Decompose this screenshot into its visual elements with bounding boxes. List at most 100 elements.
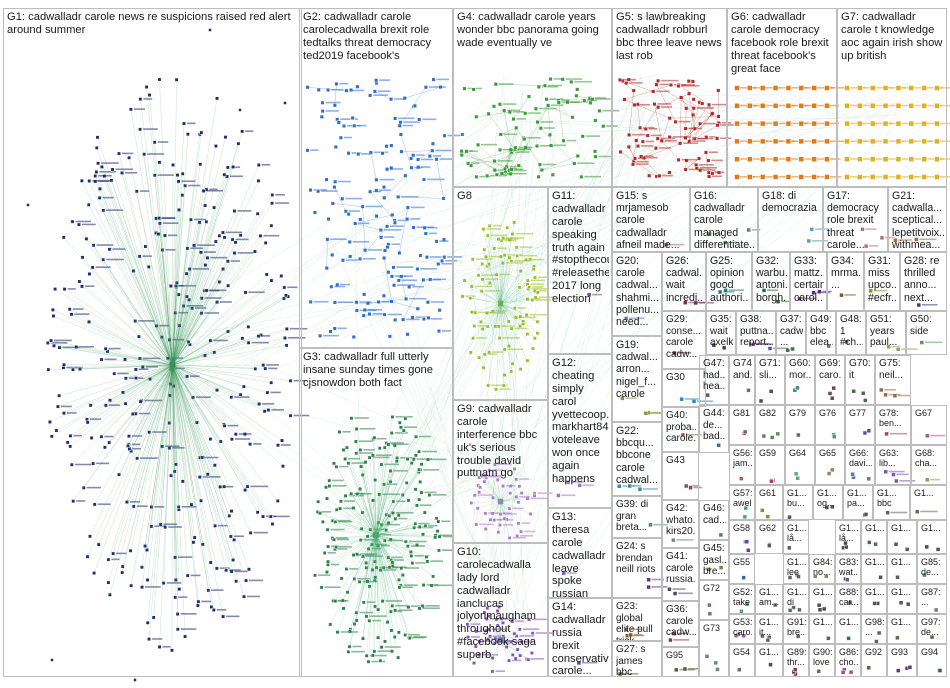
group-g10[interactable]: G10: carolecadwalla lady lord cadwalladr… [453, 543, 548, 677]
group-g92[interactable]: G92 [861, 644, 887, 677]
group-g66[interactable]: G66: davi... [845, 445, 875, 485]
group-g111[interactable]: G1... [861, 520, 887, 554]
group-g107[interactable]: G1... it... [755, 614, 783, 644]
group-g11[interactable]: G11: cadwalladr carole speaking truth ag… [548, 187, 612, 354]
group-g87[interactable]: G87: ... [917, 584, 947, 614]
group-g117[interactable]: G1... [861, 584, 887, 614]
group-g16[interactable]: G16: cadwalladr carole managed different… [690, 187, 758, 252]
group-g98[interactable]: G98: ... [861, 614, 887, 644]
group-g109[interactable]: G1... lå... [835, 520, 861, 554]
group-g108[interactable]: G1... lå... [783, 520, 809, 554]
group-g116[interactable]: G1... [809, 584, 835, 614]
group-g15[interactable]: G15: s mrjamesob carole cadwalladr afnei… [612, 187, 690, 252]
group-g6[interactable]: G6: cadwalladr carole democracy facebook… [727, 8, 837, 187]
group-g26[interactable]: G26: cadwal... wait incredi... [662, 252, 706, 311]
group-g65[interactable]: G65 [815, 445, 845, 485]
group-g53[interactable]: G53: caro... [729, 614, 755, 644]
group-g75[interactable]: G75: neil... [875, 355, 911, 405]
group-g69[interactable]: G69: caro... [815, 355, 845, 405]
group-g22[interactable]: G22: bbcqu... bbcone carole cadwal... [612, 422, 662, 496]
group-g18[interactable]: G18: di democrazia [758, 187, 823, 252]
group-g59[interactable]: G59 [755, 445, 785, 485]
group-g77[interactable]: G77 [845, 405, 875, 445]
group-g31[interactable]: G31: miss upco... #ecfr... [864, 252, 900, 311]
group-g72[interactable]: G72 [699, 580, 729, 620]
group-g81[interactable]: G81 [729, 405, 755, 445]
group-g50[interactable]: G50: side [906, 311, 947, 355]
group-g67[interactable]: G67 [911, 405, 947, 445]
group-g17[interactable]: G17: democracy role brexit threat carole… [823, 187, 888, 252]
group-g73[interactable]: G73 [699, 620, 729, 677]
group-g76[interactable]: G76 [815, 405, 845, 445]
group-g84[interactable]: G84: no... [809, 554, 835, 584]
group-g24[interactable]: G24: s brendan neill riots [612, 538, 662, 598]
group-g42[interactable]: G42: whato... kirs20... [662, 500, 699, 548]
group-g3[interactable]: G3: cadwalladr full utterly insane sunda… [299, 348, 453, 677]
group-g105[interactable]: G1... am... [755, 584, 783, 614]
group-g34[interactable]: G34: mrma... ... [827, 252, 864, 311]
group-g103[interactable]: G1... bbc [873, 485, 910, 520]
group-g100[interactable]: G1... bu... [783, 485, 813, 520]
group-g21[interactable]: G21: cadwalla... sceptical... lepetitvoi… [888, 187, 947, 252]
group-g44[interactable]: G44: de... bad... [699, 405, 729, 453]
group-g51[interactable]: G51: years paul... [866, 311, 906, 355]
group-g63[interactable]: G63: lib... [875, 445, 911, 485]
group-g52[interactable]: G52: take [729, 584, 755, 614]
group-g88[interactable]: G88: car... [835, 584, 861, 614]
group-g97[interactable]: G97: de... [917, 614, 947, 644]
group-g54[interactable]: G54 [729, 644, 755, 677]
group-g8[interactable]: G8 [453, 187, 548, 400]
group-g112[interactable]: G1... [887, 520, 917, 554]
group-g43[interactable]: G43 [662, 452, 699, 500]
group-g47[interactable]: G47: had... hea... [699, 355, 729, 405]
group-g104[interactable]: G1... lee [783, 554, 809, 584]
group-g78[interactable]: G78: ben... [875, 405, 911, 445]
group-g5[interactable]: G5: s lawbreaking cadwalladr robburl bbc… [612, 8, 727, 187]
group-g82[interactable]: G82 [755, 405, 785, 445]
group-g101[interactable]: G1... og... [813, 485, 843, 520]
group-g91[interactable]: G91: bre... [783, 614, 809, 644]
group-g94[interactable]: G94 [917, 644, 947, 677]
group-g41[interactable]: G41: carole russia... [662, 548, 699, 601]
group-g1[interactable]: G1: cadwalladr carole news re suspicions… [3, 8, 302, 677]
group-g102[interactable]: G1... pa... [843, 485, 873, 520]
group-g122[interactable]: G1... [755, 644, 783, 677]
group-g121[interactable]: G1... [887, 614, 917, 644]
group-g110[interactable]: G1... [910, 485, 947, 520]
group-g35[interactable]: G35: wait axelk... [706, 311, 736, 355]
group-g49[interactable]: G49: bbc elea... [806, 311, 836, 355]
group-g25[interactable]: G25: opinion good authori... [706, 252, 752, 311]
group-g114[interactable]: G1... [861, 554, 887, 584]
group-g39[interactable]: G39: di gran breta... [612, 496, 662, 538]
group-g95[interactable]: G95 [662, 647, 699, 677]
group-g74[interactable]: G74: and... [729, 355, 755, 405]
group-g68[interactable]: G68: cha... [911, 445, 947, 485]
group-g9[interactable]: G9: cadwalladr carole interference bbc u… [453, 400, 548, 543]
group-g23[interactable]: G23: global elite pull trick [612, 598, 662, 641]
group-g118[interactable]: G1... [887, 584, 917, 614]
group-g4[interactable]: G4: cadwalladr carole years wonder bbc p… [453, 8, 612, 187]
group-g86[interactable]: G86: cho... [835, 644, 861, 677]
group-g32[interactable]: G32: warbu... antoni... borgh... [752, 252, 790, 311]
group-g90[interactable]: G90: love [809, 644, 835, 677]
group-g48[interactable]: G48: 1 #ch... [836, 311, 866, 355]
group-g85[interactable]: G85: de... [917, 554, 947, 584]
group-g30[interactable]: G30 [662, 369, 706, 407]
group-g27[interactable]: G27: s james bbc intellig... [612, 641, 662, 677]
group-g120[interactable]: G1... [835, 614, 861, 644]
group-g56[interactable]: G56: jam... [729, 445, 755, 485]
group-g38[interactable]: G38: puttna... report... [736, 311, 776, 355]
group-g46[interactable]: G46: cad... [699, 500, 729, 540]
group-g13[interactable]: G13: theresa carole cadwalladr leave spo… [548, 508, 612, 598]
group-g113[interactable]: G1... [917, 520, 947, 554]
group-g37[interactable]: G37: cadw... ... [776, 311, 806, 355]
group-g33[interactable]: G33: mattz... certain carol... [790, 252, 827, 311]
group-g40[interactable]: G40: proba... carole... [662, 407, 699, 452]
group-g119[interactable]: G1... [809, 614, 835, 644]
group-g64[interactable]: G64 [785, 445, 815, 485]
group-g45[interactable]: G45: gasl... bre... [699, 540, 729, 580]
group-g20[interactable]: G20: carole cadwal... shahmi... pollenu.… [612, 252, 662, 336]
group-g71[interactable]: G71: sli... [755, 355, 785, 405]
group-g29[interactable]: G29: conse... carole cadw... [662, 311, 706, 369]
group-g61[interactable]: G61 [755, 485, 783, 520]
